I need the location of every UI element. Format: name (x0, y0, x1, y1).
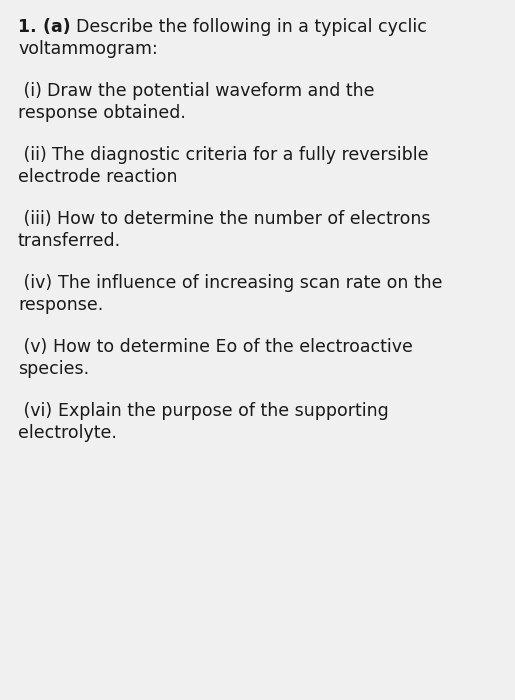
Text: (i): (i) (18, 82, 47, 100)
Text: electrolyte.: electrolyte. (18, 424, 117, 442)
Text: (iii): (iii) (18, 210, 57, 228)
Text: voltammogram:: voltammogram: (18, 40, 158, 58)
Text: electrode reaction: electrode reaction (18, 168, 178, 186)
Text: How to determine Eo of the electroactive: How to determine Eo of the electroactive (53, 338, 413, 356)
Text: species.: species. (18, 360, 89, 378)
Text: transferred.: transferred. (18, 232, 121, 250)
Text: (ii): (ii) (18, 146, 52, 164)
Text: (vi): (vi) (18, 402, 58, 420)
Text: Explain the purpose of the supporting: Explain the purpose of the supporting (58, 402, 388, 420)
Text: The diagnostic criteria for a fully reversible: The diagnostic criteria for a fully reve… (52, 146, 429, 164)
Text: (iv): (iv) (18, 274, 58, 292)
Text: How to determine the number of electrons: How to determine the number of electrons (57, 210, 431, 228)
Text: 1.: 1. (18, 18, 43, 36)
Text: The influence of increasing scan rate on the: The influence of increasing scan rate on… (58, 274, 442, 292)
Text: response.: response. (18, 296, 103, 314)
Text: response obtained.: response obtained. (18, 104, 186, 122)
Text: Draw the potential waveform and the: Draw the potential waveform and the (47, 82, 375, 100)
Text: (v): (v) (18, 338, 53, 356)
Text: (a): (a) (43, 18, 76, 36)
Text: Describe the following in a typical cyclic: Describe the following in a typical cycl… (76, 18, 427, 36)
